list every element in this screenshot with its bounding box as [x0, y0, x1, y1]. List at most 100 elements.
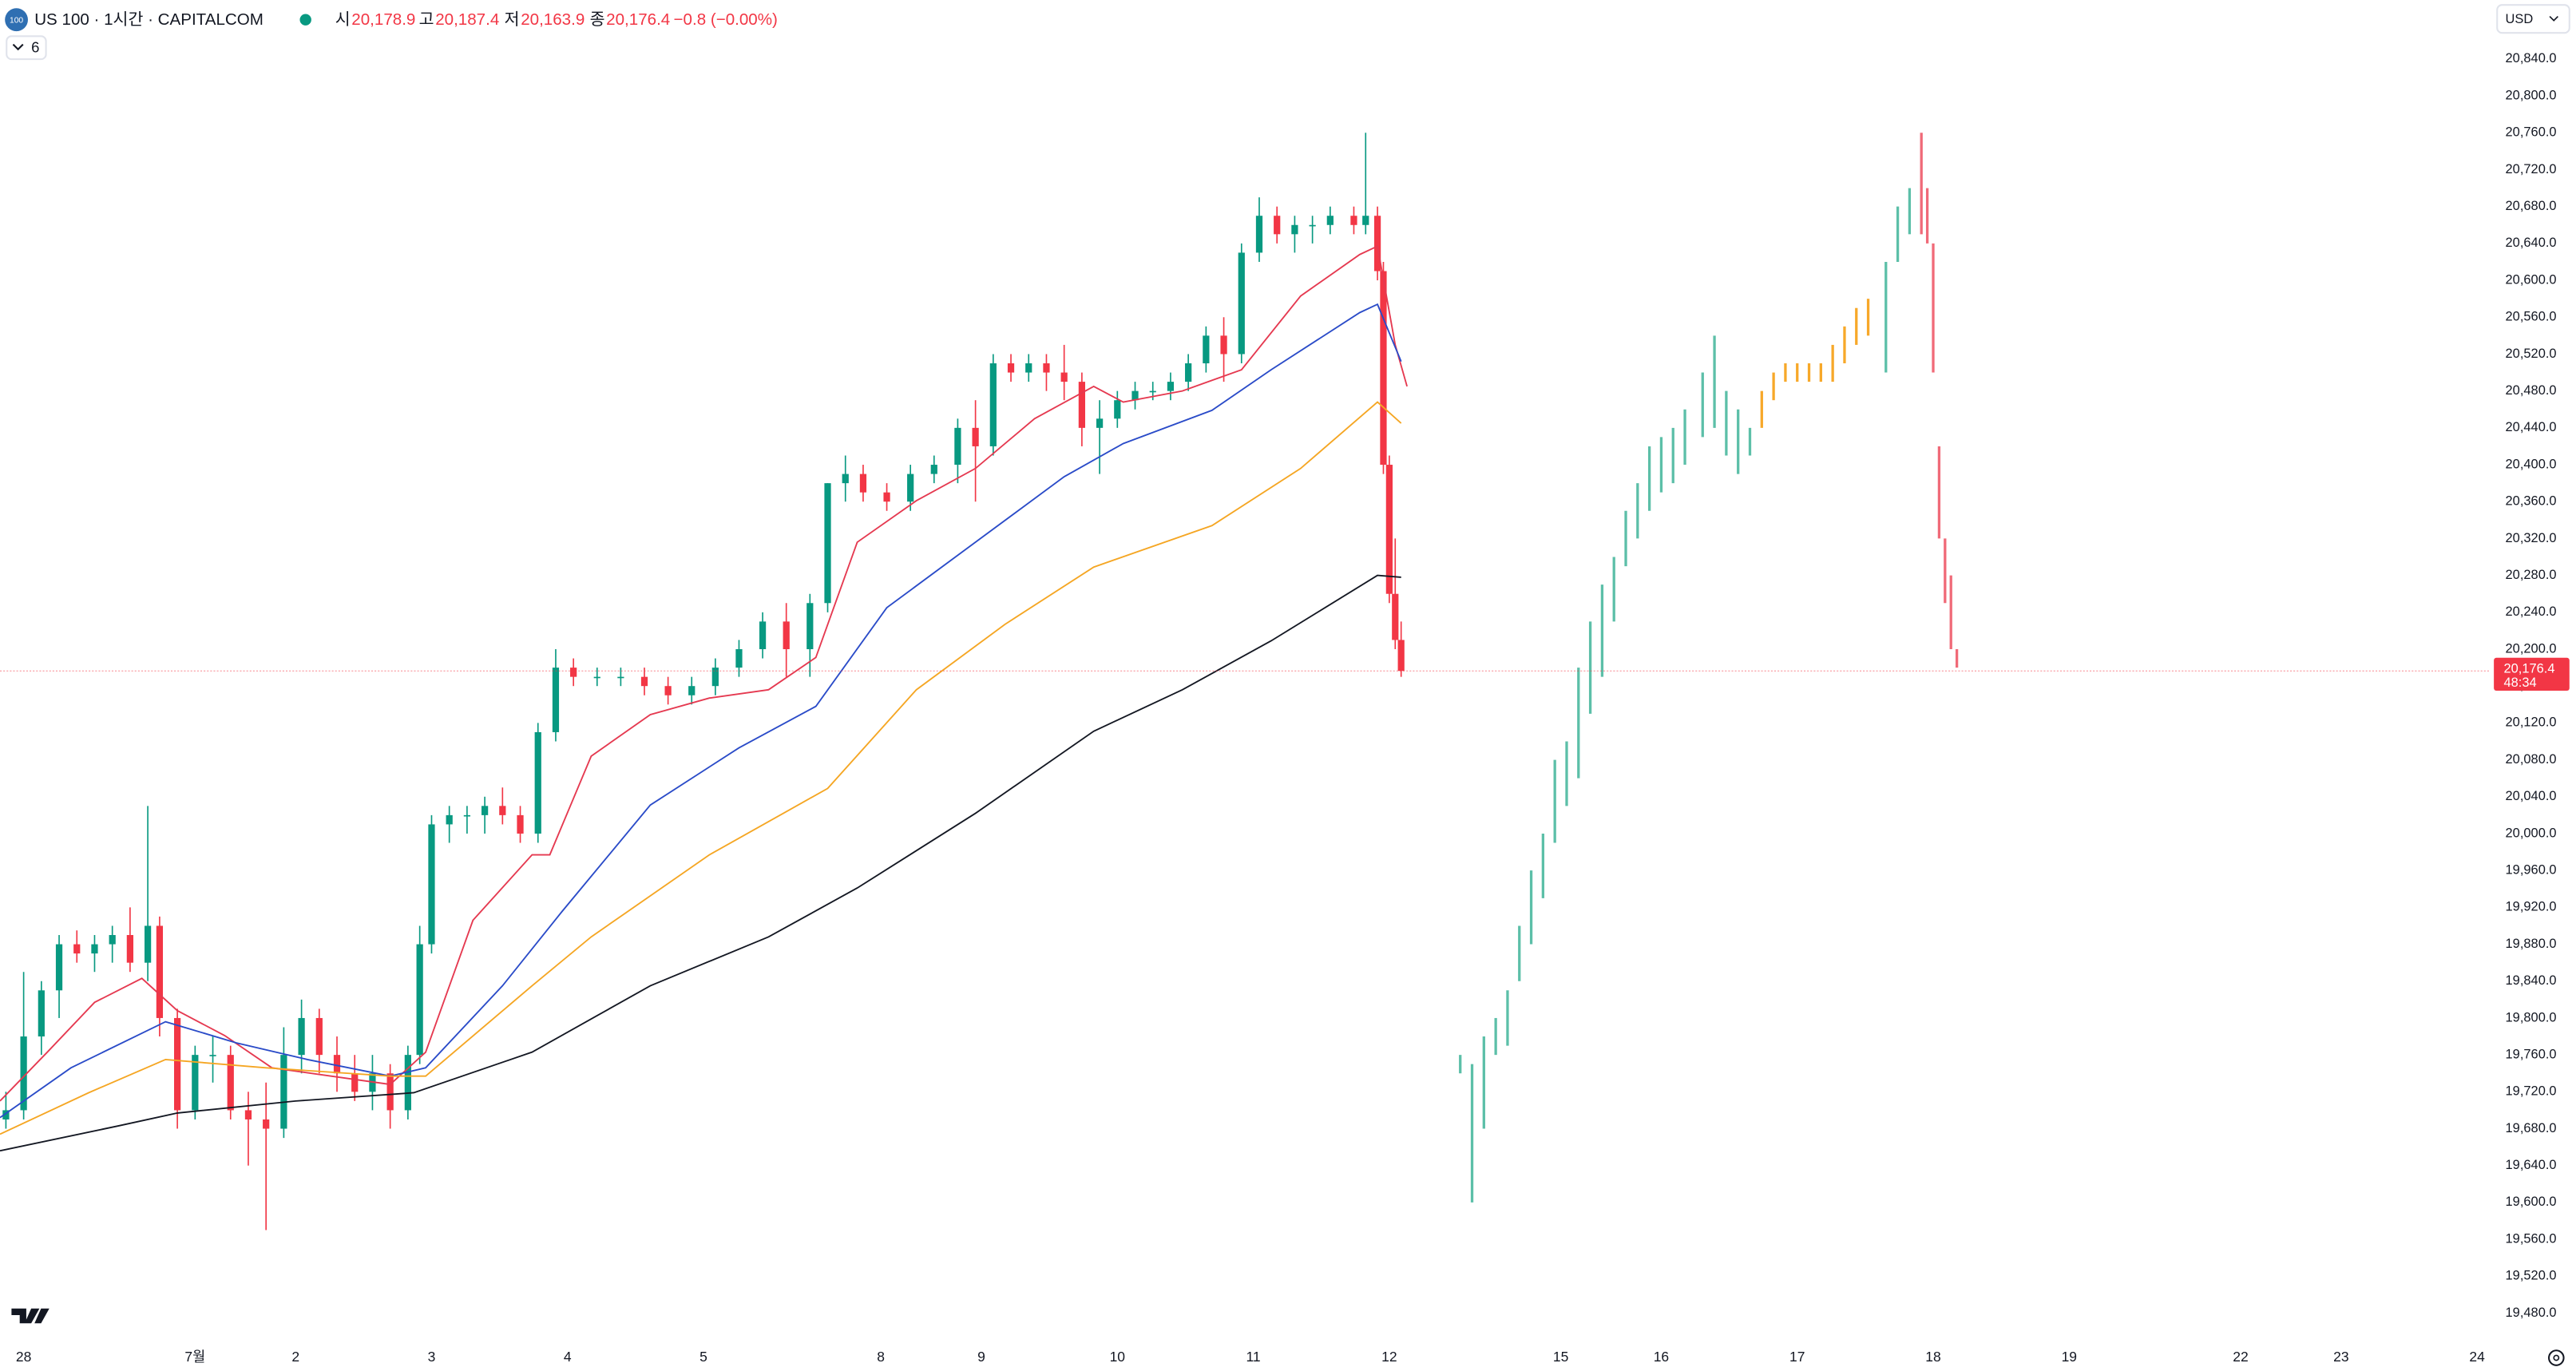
candle-body	[1007, 363, 1015, 373]
y-tick-label: 19,880.0	[2506, 937, 2557, 951]
y-tick-label: 20,840.0	[2506, 51, 2557, 65]
candle-body	[333, 1055, 341, 1074]
candle-body	[481, 806, 489, 815]
candle-body	[1373, 216, 1381, 271]
y-tick-label: 20,080.0	[2506, 752, 2557, 767]
y-tick-label: 20,440.0	[2506, 420, 2557, 434]
currency-chevron	[2549, 16, 2558, 22]
candle-body	[227, 1055, 234, 1111]
candle-body	[446, 814, 453, 825]
candle-body	[617, 676, 624, 679]
candle-body	[1274, 216, 1281, 235]
y-tick-label: 19,800.0	[2506, 1010, 2557, 1024]
x-tick-label: 15	[1553, 1349, 1568, 1365]
logo-mark	[11, 1308, 50, 1324]
x-tick-label: 17	[1789, 1349, 1805, 1365]
market-status	[299, 14, 311, 26]
candle-body	[1203, 335, 1210, 364]
y-tick-label: 19,600.0	[2506, 1195, 2557, 1209]
candle-body	[91, 944, 98, 954]
high-value: 20,187.4	[435, 10, 499, 29]
candle-body	[209, 1055, 216, 1056]
candle-body	[315, 1017, 323, 1056]
settings-icon[interactable]	[2548, 1349, 2565, 1366]
candle-body	[930, 465, 937, 474]
x-tick-label: 11	[1246, 1349, 1261, 1365]
candle-body	[907, 474, 914, 502]
candle-body	[806, 603, 814, 650]
x-tick-label: 19	[2062, 1349, 2077, 1365]
candle-body	[55, 944, 63, 991]
x-tick-label: 9	[977, 1349, 985, 1365]
candle-body	[552, 668, 560, 732]
candle-body	[1362, 216, 1369, 225]
y-tick-label: 20,800.0	[2506, 88, 2557, 102]
y-tick-label: 20,000.0	[2506, 826, 2557, 840]
candle-body	[954, 427, 961, 466]
gear[interactable]	[2548, 1349, 2565, 1366]
candle-body	[1043, 363, 1050, 373]
candle-body	[859, 474, 867, 493]
low-label: 저	[505, 10, 520, 29]
candle-body	[126, 935, 133, 963]
candle-body	[640, 676, 648, 687]
candle-body	[1114, 400, 1121, 419]
candle-body	[2, 1110, 10, 1119]
candle-body	[1350, 216, 1357, 225]
candle-body	[1309, 224, 1316, 227]
moving-average-line	[0, 574, 1401, 1152]
y-tick-label: 20,600.0	[2506, 272, 2557, 287]
y-tick-label: 19,920.0	[2506, 900, 2557, 914]
candle-body	[1025, 363, 1032, 373]
x-tick-label: 2	[291, 1349, 299, 1365]
candle-body	[1167, 382, 1175, 391]
candle-body	[1291, 224, 1298, 235]
symbol[interactable]: US 100 · 1시간 · CAPITALCOM	[34, 10, 264, 29]
candle-body	[783, 621, 790, 650]
candle-body	[1385, 465, 1393, 594]
x-tick-label: 16	[1654, 1349, 1669, 1365]
y-tick-label: 20,240.0	[2506, 604, 2557, 619]
candle-body	[263, 1119, 270, 1129]
y-tick-label: 20,640.0	[2506, 236, 2557, 250]
y-tick-label: 19,760.0	[2506, 1047, 2557, 1061]
candle-body	[1060, 372, 1068, 382]
change-value: −0.8 (−0.00%)	[674, 10, 778, 29]
tv-logo	[11, 1308, 50, 1324]
open-value: 20,178.9	[351, 10, 415, 29]
candle-body	[463, 814, 471, 817]
candle-body	[38, 990, 45, 1037]
candle-body	[1392, 593, 1399, 640]
currency-button[interactable]	[2496, 4, 2570, 34]
moving-average-line	[0, 244, 1408, 1102]
candle-body	[570, 668, 577, 677]
x-tick-label: 18	[1925, 1349, 1940, 1365]
candle-body	[593, 676, 600, 679]
candle-body	[73, 944, 81, 954]
candle-body	[156, 925, 164, 1018]
close-value: 20,176.4	[606, 10, 670, 29]
candle-body	[428, 824, 435, 945]
candle-body	[1149, 390, 1156, 393]
y-tick-label: 20,320.0	[2506, 531, 2557, 545]
candle-body	[1380, 271, 1387, 466]
candle-body	[517, 814, 524, 834]
moving-average-line	[0, 303, 1402, 1119]
plot-area	[0, 133, 1959, 1230]
candle-body	[416, 944, 423, 1056]
candle-body	[711, 668, 719, 687]
candle-body	[173, 1017, 181, 1111]
price-tag-countdown: 48:34	[2503, 676, 2536, 690]
indicator-count: 6	[31, 39, 39, 56]
indicator-toggle[interactable]	[6, 35, 47, 61]
candle-body	[735, 649, 743, 668]
candle-body	[1255, 216, 1263, 253]
y-tick-label: 20,200.0	[2506, 641, 2557, 656]
candle-body	[499, 806, 506, 815]
close-label: 종	[590, 10, 605, 29]
y-tick-label: 20,560.0	[2506, 310, 2557, 324]
candle-body	[1238, 252, 1245, 355]
y-tick-label: 20,520.0	[2506, 347, 2557, 361]
open-label: 시	[335, 10, 351, 29]
